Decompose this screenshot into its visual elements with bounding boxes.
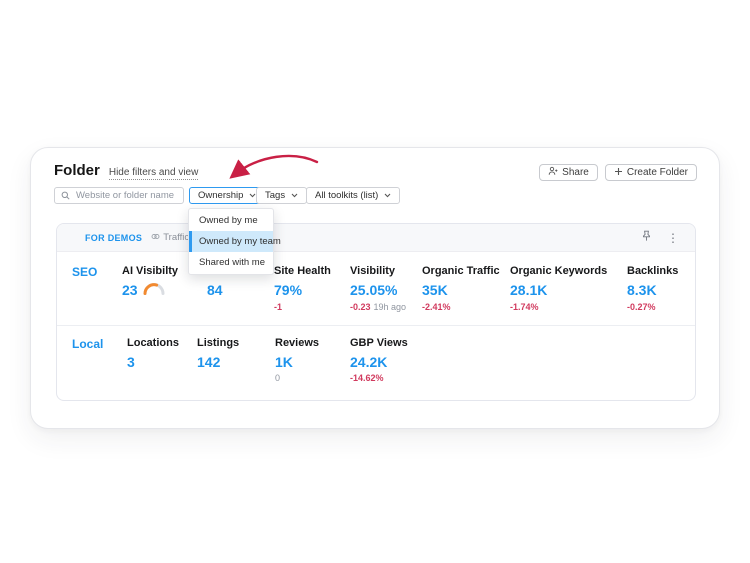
metric-value: 23 (122, 282, 165, 298)
local-metrics-row: Local Locations 3 Listings 142 Reviews 1… (57, 325, 695, 400)
metric-value: 1K (275, 354, 293, 370)
metric-label: Locations (127, 337, 179, 349)
pin-icon[interactable] (641, 229, 652, 247)
panel-title-row: Folder Hide filters and view (54, 162, 199, 180)
gauge-icon (143, 282, 165, 298)
metric-value: 35K (422, 282, 448, 298)
search-field (54, 187, 184, 204)
metric-value: 8.3K (627, 282, 657, 298)
chevron-down-icon (384, 190, 391, 201)
folder-card-header: FOR DEMOS Trafficthink ⋮ (57, 224, 695, 252)
hide-filters-link[interactable]: Hide filters and view (108, 167, 199, 180)
metric-sub: 0 (275, 373, 281, 383)
ownership-dropdown-menu: Owned by me Owned by my team Shared with… (188, 208, 281, 275)
folder-name-link[interactable]: FOR DEMOS (85, 232, 143, 243)
menu-item-owned-by-me[interactable]: Owned by me (199, 215, 258, 226)
toolkits-filter-label: All toolkits (list) (315, 190, 379, 201)
ownership-filter[interactable]: Ownership (189, 187, 266, 204)
metric-value: 28.1K (510, 282, 548, 298)
metric-value: 3 (127, 354, 135, 370)
tags-filter[interactable]: Tags (256, 187, 308, 204)
create-folder-button-label: Create Folder (626, 167, 688, 178)
metric-sub: -2.41% (422, 302, 451, 312)
menu-item-owned-by-my-team[interactable]: Owned by my team (189, 231, 281, 252)
ownership-filter-label: Ownership (198, 190, 244, 201)
folders-panel: Folder Hide filters and view Share Creat… (30, 147, 720, 429)
metric-sub: -1.74% (510, 302, 539, 312)
metric-label: AI Visibilty (122, 265, 179, 277)
metric-sub: -14.62% (350, 373, 384, 383)
page-title: Folder (54, 162, 100, 179)
search-input[interactable] (74, 189, 179, 202)
metric-label: Listings (197, 337, 240, 349)
seo-section-label: SEO (72, 265, 98, 279)
plus-icon (614, 167, 623, 179)
metric-value: 79% (274, 282, 303, 298)
share-button[interactable]: Share (539, 164, 598, 181)
metric-label: Organic Keywords (510, 265, 608, 277)
metric-value: 25.05% (350, 282, 398, 298)
metric-label: Reviews (275, 337, 320, 349)
metric-label: Visibility (350, 265, 396, 277)
metric-value: 84 (207, 282, 223, 298)
metric-value: 142 (197, 354, 221, 370)
metric-label: Site Health (274, 265, 331, 277)
local-section-label: Local (72, 337, 104, 351)
link-icon (151, 232, 160, 244)
folder-domain: Trafficthink (151, 232, 209, 244)
metric-value: 24.2K (350, 354, 388, 370)
search-icon (61, 187, 70, 205)
seo-metrics-row: SEO AI Visibilty 23 84 Site Health 79% -… (57, 252, 695, 325)
menu-item-shared-with-me[interactable]: Shared with me (199, 257, 266, 268)
metric-sub: -0.23 19h ago (350, 302, 407, 312)
panel-actions: Share Create Folder (539, 164, 697, 181)
folder-card: FOR DEMOS Trafficthink ⋮ SEO AI Visibilt… (56, 223, 696, 401)
tags-filter-label: Tags (265, 190, 286, 201)
metric-sub: -0.27% (627, 302, 656, 312)
toolkits-filter[interactable]: All toolkits (list) (306, 187, 401, 204)
share-person-icon (548, 166, 558, 179)
kebab-menu-icon[interactable]: ⋮ (667, 230, 679, 245)
share-button-label: Share (562, 167, 589, 178)
metric-sub: -1 (274, 302, 283, 312)
chevron-down-icon (249, 190, 256, 201)
folder-domain-label: Trafficthink (163, 232, 210, 243)
chevron-down-icon (291, 190, 298, 201)
metric-label: Organic Traffic (422, 265, 500, 277)
metric-label: GBP Views (350, 337, 408, 349)
folder-card-actions: ⋮ (641, 229, 679, 247)
metric-label: Backlinks (627, 265, 679, 277)
create-folder-button[interactable]: Create Folder (604, 164, 697, 181)
